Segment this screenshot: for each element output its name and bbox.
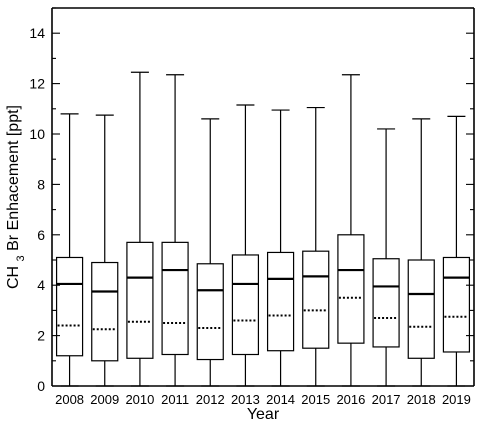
x-tick-label: 2015 <box>301 392 330 407</box>
x-tick-label: 2008 <box>55 392 84 407</box>
y-axis-title-prefix: CH <box>5 266 22 289</box>
y-tick-label: 2 <box>37 328 45 344</box>
y-axis-title: CH 3 Br Enhacement [ppt] <box>5 105 27 289</box>
box-iqr <box>442 256 471 353</box>
x-tick-label: 2018 <box>407 392 436 407</box>
box-iqr <box>302 250 330 349</box>
x-tick-label: 2010 <box>125 392 154 407</box>
boxes-group <box>55 71 471 387</box>
x-axis-title: Year <box>247 406 280 423</box>
box-iqr <box>372 258 400 348</box>
y-tick-label: 0 <box>37 378 45 394</box>
axes-group <box>51 7 475 387</box>
y-tick-label: 10 <box>29 126 45 142</box>
box-iqr <box>266 251 295 352</box>
box-iqr <box>407 259 435 359</box>
y-tick-label: 4 <box>37 277 45 293</box>
x-ticks-group: 2008 2009 2010 2011 2012 2013 2014 2015 2016 2017… <box>55 392 471 407</box>
y-tick-label: 8 <box>37 176 45 192</box>
y-tick-label: 12 <box>29 76 45 92</box>
y-tick-label: 6 <box>37 227 45 243</box>
y-tick-label: 14 <box>29 25 45 41</box>
y-ticks-group: 0 2 4 6 8 10 12 14 <box>29 7 474 394</box>
box-iqr <box>55 256 84 357</box>
box-iqr <box>126 241 154 359</box>
box-iqr <box>196 263 224 361</box>
x-tick-label: 2019 <box>442 392 471 407</box>
x-tick-label: 2009 <box>90 392 119 407</box>
box-iqr <box>91 261 119 362</box>
x-tick-label: 2016 <box>336 392 365 407</box>
box-iqr <box>161 241 189 356</box>
x-tick-label: 2012 <box>196 392 225 407</box>
x-tick-label: 2011 <box>161 392 189 407</box>
y-axis-title-suffix: Br Enhacement [ppt] <box>5 105 22 251</box>
x-tick-label: 2014 <box>266 392 295 407</box>
box-iqr <box>337 234 365 344</box>
box-iqr <box>231 254 260 356</box>
x-tick-label: 2017 <box>372 392 401 407</box>
x-tick-label: 2013 <box>231 392 260 407</box>
y-axis-title-subscript: 3 <box>15 255 27 261</box>
